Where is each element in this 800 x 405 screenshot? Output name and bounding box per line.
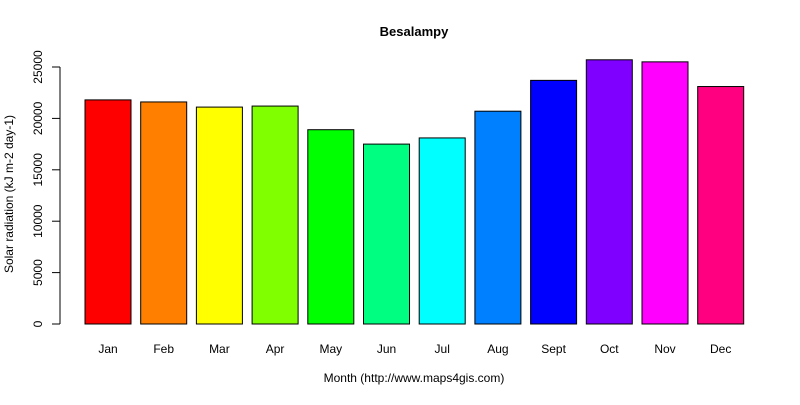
bar-nov: [641, 61, 689, 325]
x-tick-label: Sept: [541, 342, 566, 356]
y-axis-label: Solar radiation (kJ m-2 day-1): [2, 115, 16, 273]
bar-jul: [418, 137, 466, 325]
x-tick-label: Apr: [266, 342, 285, 356]
bar-sept: [530, 79, 578, 325]
bar-feb: [140, 101, 188, 325]
x-tick-label: Jul: [435, 342, 450, 356]
x-tick-label: Aug: [487, 342, 508, 356]
chart-title: Besalampy: [380, 24, 449, 39]
bar-aug: [474, 110, 522, 325]
y-tick-label: 25000: [31, 50, 45, 84]
y-tick-label: 5000: [31, 259, 45, 286]
y-axis-ticks: 0 5000 10000 15000 20000 25000: [31, 50, 60, 327]
x-tick-label: Nov: [654, 342, 675, 356]
x-axis-label: Month (http://www.maps4gis.com): [324, 371, 505, 385]
bar-oct: [585, 59, 633, 325]
bar-jan: [84, 99, 132, 325]
y-tick-label: 20000: [31, 101, 45, 135]
bar-dec: [697, 86, 745, 325]
x-tick-label: Oct: [600, 342, 619, 356]
x-tick-label: Jan: [98, 342, 117, 356]
x-tick-label: Jun: [377, 342, 396, 356]
x-tick-label: Feb: [153, 342, 174, 356]
y-tick-label: 0: [31, 320, 45, 327]
bar-jun: [363, 143, 410, 325]
bar-apr: [251, 105, 299, 325]
x-axis-tick-labels: Jan Feb Mar Apr May Jun Jul Aug Sept Oct Nov Dec: [98, 342, 731, 356]
y-tick-label: 10000: [31, 204, 45, 238]
bars-group: [84, 59, 745, 325]
bar-may: [307, 129, 355, 325]
x-tick-label: Mar: [209, 342, 230, 356]
y-tick-label: 15000: [31, 153, 45, 187]
x-tick-label: May: [319, 342, 342, 356]
x-tick-label: Dec: [710, 342, 731, 356]
bar-mar: [195, 106, 243, 325]
